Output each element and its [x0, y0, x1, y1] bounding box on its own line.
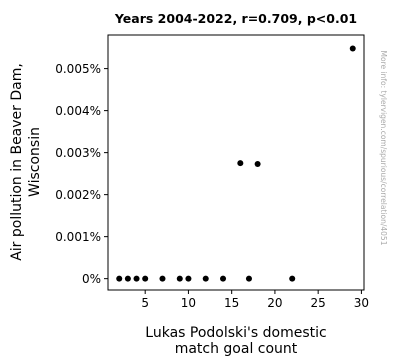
- data-point: [245, 275, 252, 282]
- y-axis-label-line-1: Air pollution in Beaver Dam,: [9, 63, 25, 261]
- y-tick-label: 0.002%: [55, 188, 101, 202]
- data-point: [176, 275, 183, 282]
- data-point: [202, 275, 209, 282]
- x-tick-label: 25: [311, 296, 326, 310]
- x-tick-label: 10: [181, 296, 196, 310]
- y-axis: 0% 0.001% 0.002% 0.003% 0.004% 0.005%: [55, 62, 108, 286]
- data-point: [159, 275, 166, 282]
- x-axis: 5 10 15 20 25 30: [141, 290, 369, 310]
- data-point: [116, 275, 123, 282]
- data-point: [185, 275, 192, 282]
- x-axis-label-line-1: Lukas Podolski's domestic: [145, 325, 326, 341]
- x-tick-label: 5: [141, 296, 149, 310]
- data-points: [116, 45, 356, 282]
- x-axis-label-line-2: match goal count: [175, 341, 298, 356]
- y-axis-label-line-2: Wisconsin: [27, 127, 43, 197]
- data-point: [289, 275, 296, 282]
- x-tick-label: 15: [224, 296, 239, 310]
- chart-title: Years 2004-2022, r=0.709, p<0.01: [114, 11, 357, 26]
- y-tick-label: 0.004%: [55, 104, 101, 118]
- data-point: [220, 275, 227, 282]
- y-tick-label: 0.005%: [55, 62, 101, 76]
- y-tick-label: 0.003%: [55, 146, 101, 160]
- data-point: [349, 45, 356, 52]
- x-tick-label: 20: [267, 296, 282, 310]
- plot-area: [107, 34, 365, 291]
- data-point: [237, 160, 244, 167]
- y-tick-label: 0%: [82, 272, 101, 286]
- data-point: [124, 275, 131, 282]
- data-point: [254, 160, 261, 167]
- watermark: More info: tylervigen.com/spurious/corre…: [379, 51, 388, 246]
- y-tick-label: 0.001%: [55, 230, 101, 244]
- data-point: [133, 275, 140, 282]
- data-point: [142, 275, 149, 282]
- x-tick-label: 30: [354, 296, 369, 310]
